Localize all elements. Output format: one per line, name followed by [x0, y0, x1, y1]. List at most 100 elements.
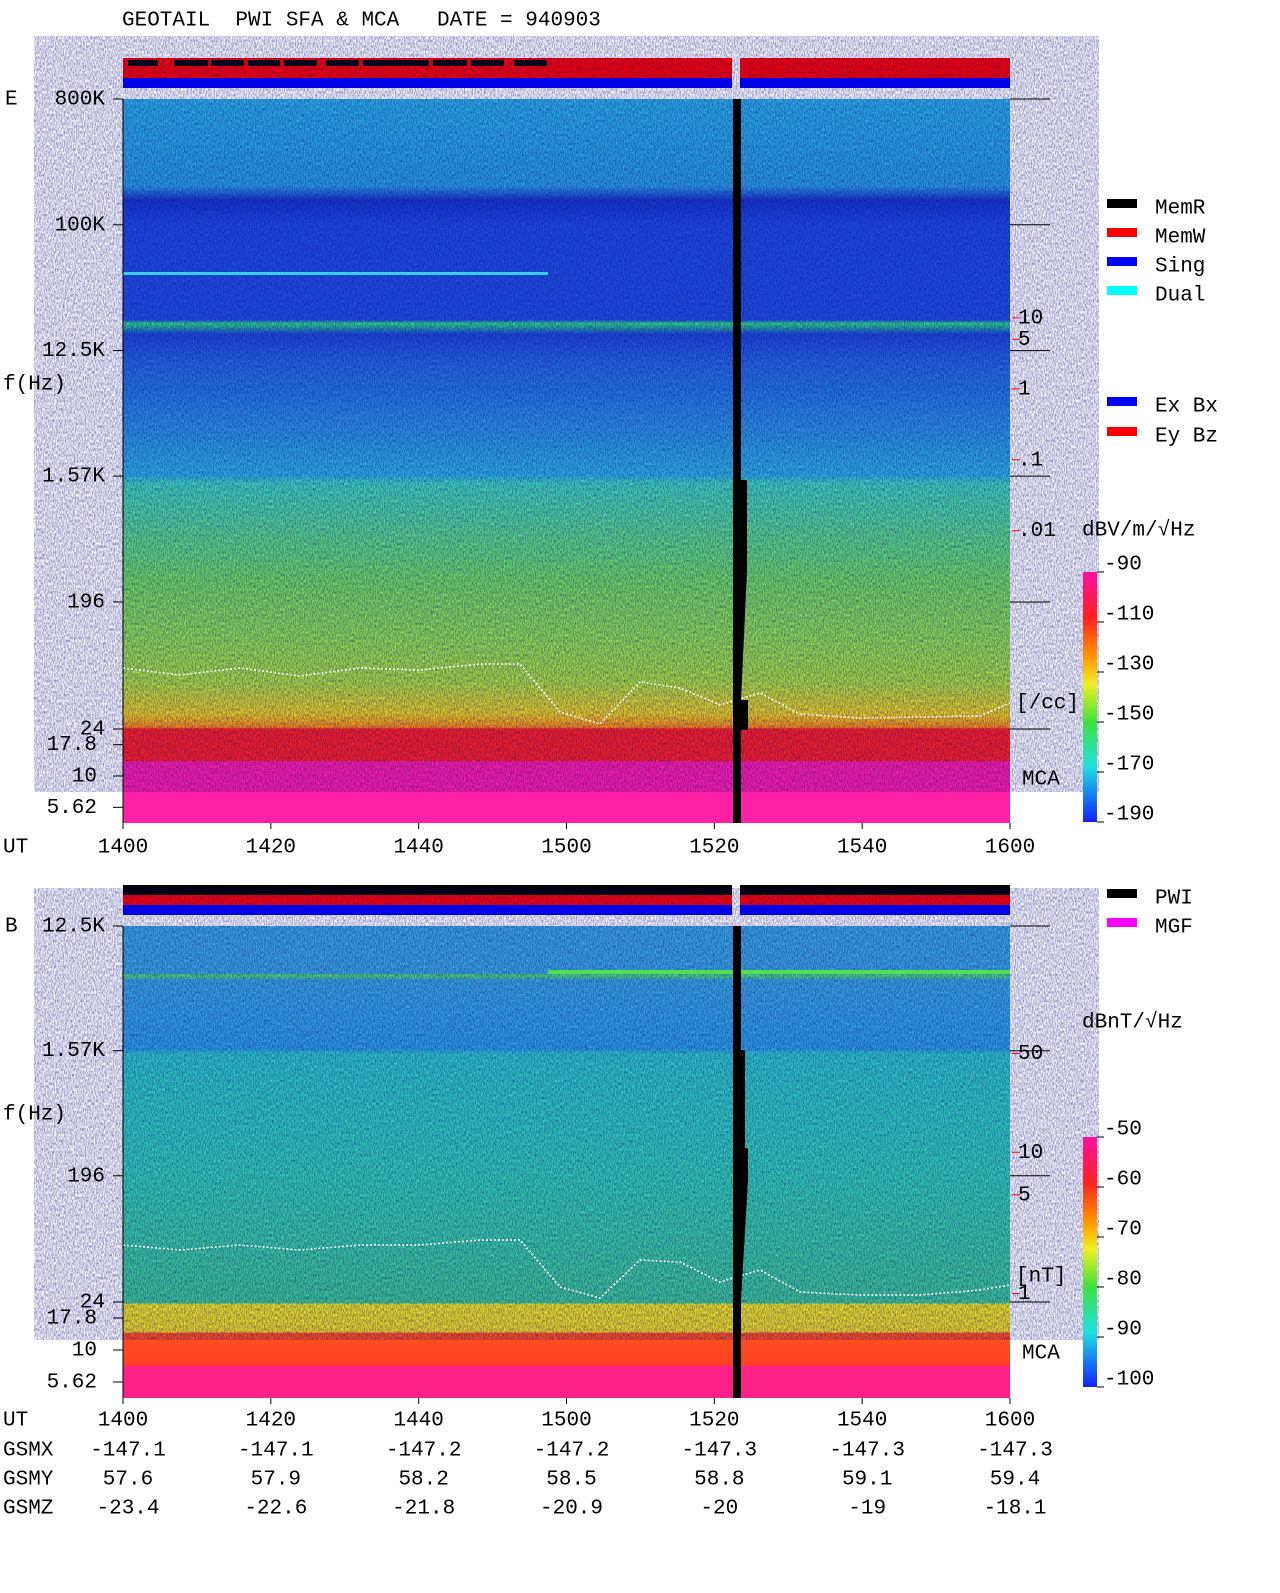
colorbar-label: dBV/m/√Hz — [1082, 519, 1195, 543]
legend-swatch — [1107, 889, 1137, 898]
y-tick-label: 800K — [55, 89, 106, 112]
orbit-value: -147.3 — [829, 1440, 905, 1463]
orbit-label: GSMX — [3, 1440, 54, 1463]
x-tick-label: 1600 — [985, 1410, 1035, 1433]
orbit-value: -147.2 — [386, 1440, 462, 1463]
orbit-label: GSMY — [3, 1469, 54, 1492]
x-tick-label: 1520 — [689, 1410, 739, 1433]
y2-axis-label: [nT] — [1016, 1266, 1066, 1289]
legend-swatch — [1107, 397, 1137, 406]
orbit-value: -147.1 — [238, 1440, 314, 1463]
legend-label: Ex Bx — [1155, 396, 1218, 419]
x-tick-label: 1440 — [393, 837, 443, 860]
orbit-value: -19 — [848, 1498, 886, 1521]
y2-tick-label: 1 — [1018, 378, 1031, 401]
colorbar-tick-label: -50 — [1104, 1119, 1142, 1142]
y-axis-label: f(Hz) — [3, 1104, 66, 1127]
colorbar-label: dBnT/√Hz — [1082, 1011, 1183, 1035]
y-tick-label: 196 — [67, 1165, 105, 1188]
y-tick-label: 1.57K — [42, 1040, 105, 1063]
legend-label: Dual — [1155, 285, 1205, 308]
colorbar-tick-label: -190 — [1104, 804, 1154, 827]
orbit-value: 59.4 — [990, 1469, 1040, 1492]
y-tick-label: 24 — [80, 1292, 105, 1315]
legend-swatch — [1107, 257, 1137, 266]
mca-tick-label: 10 — [72, 766, 97, 789]
legend-label: MGF — [1155, 917, 1193, 940]
colorbar-tick-label: -150 — [1104, 704, 1154, 727]
y-axis-label: f(Hz) — [3, 374, 66, 397]
y2-tick-label: 5 — [1018, 329, 1031, 352]
x-tick-label: 1420 — [246, 1410, 296, 1433]
legend-label: MemR — [1155, 198, 1206, 221]
colorbar-tick-label: -90 — [1104, 1319, 1142, 1342]
mca-tick-label: 5.62 — [47, 797, 97, 820]
colorbar — [1083, 1137, 1097, 1387]
orbit-value: 57.9 — [251, 1469, 301, 1492]
orbit-value: -23.4 — [96, 1498, 159, 1521]
x-tick-label: 1500 — [541, 1410, 591, 1433]
title: GEOTAIL PWI SFA & MCA DATE = 940903 — [122, 10, 601, 33]
x-tick-label: 1520 — [689, 837, 739, 860]
legend-swatch — [1107, 199, 1137, 208]
legend-swatch — [1107, 228, 1137, 237]
mca-label: MCA — [1022, 1343, 1060, 1366]
y2-axis-label: [/cc] — [1016, 693, 1079, 716]
x-tick-label: 1440 — [393, 1410, 443, 1433]
mca-tick-label: 17.8 — [47, 734, 97, 757]
orbit-value: 58.8 — [694, 1469, 744, 1492]
y2-tick-label: .01 — [1018, 520, 1056, 543]
legend-swatch — [1107, 427, 1137, 436]
mca-tick-label: 10 — [72, 1340, 97, 1363]
colorbar — [1083, 572, 1097, 822]
x-tick-label: 1600 — [985, 837, 1035, 860]
legend-swatch — [1107, 918, 1137, 927]
orbit-value: -20.9 — [540, 1498, 603, 1521]
orbit-value: -21.8 — [392, 1498, 455, 1521]
orbit-value: 59.1 — [842, 1469, 892, 1492]
y2-tick-label: 1 — [1018, 1283, 1031, 1306]
colorbar-tick-label: -70 — [1104, 1219, 1142, 1242]
orbit-value: -20 — [700, 1498, 738, 1521]
y-tick-label: 100K — [55, 214, 106, 237]
mca-tick-label: 5.62 — [47, 1372, 97, 1395]
orbit-value: -18.1 — [983, 1498, 1046, 1521]
legend-label: PWI — [1155, 888, 1193, 911]
orbit-value: -147.1 — [90, 1440, 166, 1463]
orbit-value: -147.3 — [682, 1440, 758, 1463]
y2-tick-label: 10 — [1018, 1142, 1043, 1165]
status-bars — [123, 58, 1010, 88]
colorbar-tick-label: -80 — [1104, 1269, 1142, 1292]
x-tick-label: 1540 — [837, 837, 887, 860]
legend-label: MemW — [1155, 227, 1206, 250]
colorbar-tick-label: -130 — [1104, 654, 1154, 677]
y-tick-label: 24 — [80, 719, 105, 742]
y-tick-label: 12.5K — [42, 916, 105, 939]
orbit-value: 57.6 — [103, 1469, 153, 1492]
y-tick-label: 196 — [67, 592, 105, 615]
y2-tick-label: 5 — [1018, 1184, 1031, 1207]
panel-label: E — [5, 89, 18, 112]
y2-tick-label: 50 — [1018, 1043, 1043, 1066]
x-tick-label: 1540 — [837, 1410, 887, 1433]
orbit-value: 58.2 — [398, 1469, 448, 1492]
mca-label: MCA — [1022, 769, 1060, 792]
x-tick-label: 1400 — [98, 1410, 148, 1433]
orbit-value: -147.2 — [534, 1440, 610, 1463]
y2-tick-label: .1 — [1018, 449, 1043, 472]
colorbar-tick-label: -110 — [1104, 604, 1154, 627]
orbit-value: -22.6 — [244, 1498, 307, 1521]
spectrogram — [122, 99, 1011, 823]
spectrogram — [122, 926, 1011, 1398]
x-tick-label: 1500 — [541, 837, 591, 860]
y-tick-label: 12.5K — [42, 340, 105, 363]
colorbar-tick-label: -100 — [1104, 1369, 1154, 1392]
orbit-value: 58.5 — [546, 1469, 596, 1492]
y2-tick-label: 10 — [1018, 307, 1043, 330]
colorbar-tick-label: -170 — [1104, 754, 1154, 777]
colorbar-tick-label: -90 — [1104, 554, 1142, 577]
orbit-value: -147.3 — [977, 1440, 1053, 1463]
x-tick-label: 1420 — [246, 837, 296, 860]
mca-tick-label: 17.8 — [47, 1308, 97, 1331]
